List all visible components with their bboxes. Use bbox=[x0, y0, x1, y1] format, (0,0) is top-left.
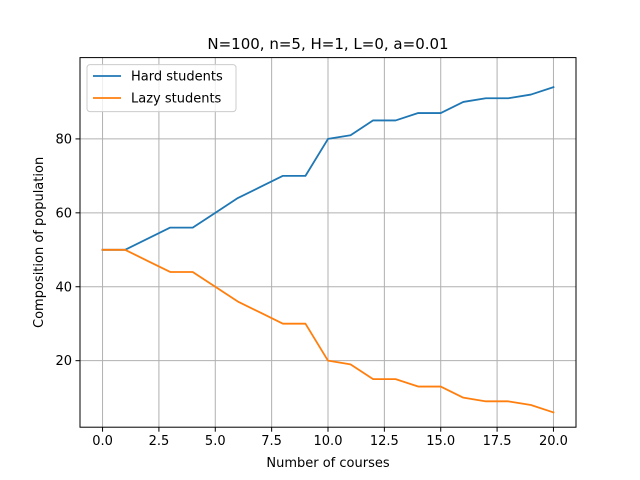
x-tick-label: 10.0 bbox=[314, 434, 343, 449]
legend-box bbox=[86, 64, 237, 113]
legend: Hard students Lazy students bbox=[86, 64, 237, 113]
x-tick-label: 7.5 bbox=[261, 434, 282, 449]
x-tick-label: 2.5 bbox=[149, 434, 170, 449]
series-line-lazy-students bbox=[101, 248, 555, 414]
x-tick-label: 15.0 bbox=[426, 434, 455, 449]
x-tick-label: 5.0 bbox=[205, 434, 226, 449]
x-tick-label: 12.5 bbox=[370, 434, 399, 449]
y-tick-label: 20 bbox=[55, 354, 72, 369]
x-axis-label: Number of courses bbox=[266, 456, 389, 471]
y-axis-label: Composition of population bbox=[32, 157, 47, 328]
legend-label-lazy-students: Lazy students bbox=[131, 92, 222, 107]
y-tick-label: 60 bbox=[55, 206, 72, 221]
series-line-hard-students bbox=[101, 86, 555, 251]
axis-ticks: 0.0 2.5 5.0 7.5 10.0 12.5 15.0 17.5 20.0 20 40 60 80 bbox=[55, 132, 567, 449]
series-layer bbox=[101, 86, 555, 414]
y-tick-label: 40 bbox=[55, 280, 72, 295]
x-tick-label: 0.0 bbox=[92, 434, 113, 449]
x-tick-label: 17.5 bbox=[483, 434, 512, 449]
x-tick-label: 20.0 bbox=[539, 434, 568, 449]
legend-label-hard-students: Hard students bbox=[131, 70, 223, 85]
chart-title: N=100, n=5, H=1, L=0, a=0.01 bbox=[207, 35, 448, 53]
y-tick-label: 80 bbox=[55, 132, 72, 147]
